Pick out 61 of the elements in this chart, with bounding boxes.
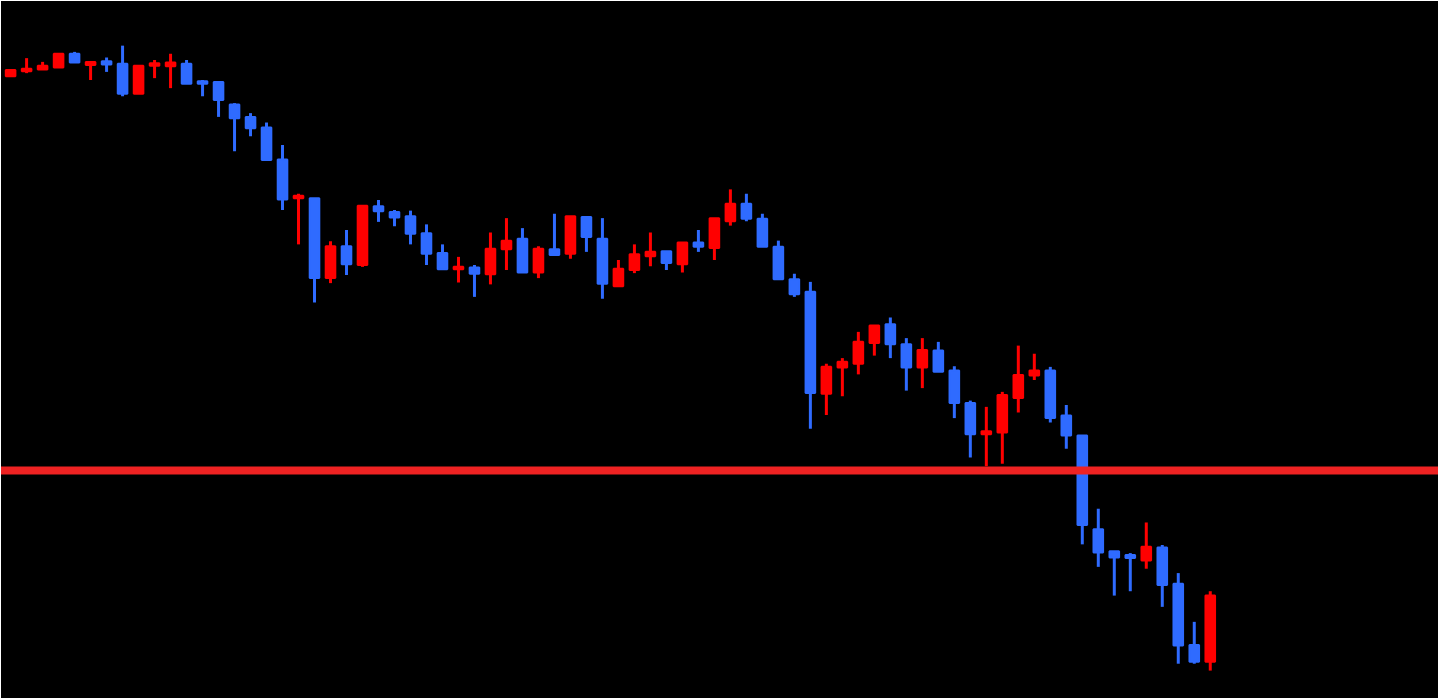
candlestick — [468, 263, 481, 299]
candlestick — [516, 226, 529, 274]
candlestick — [772, 239, 785, 281]
candlestick — [1044, 365, 1057, 424]
candlestick — [1156, 543, 1169, 609]
candlestick — [756, 212, 769, 249]
candlestick — [596, 216, 609, 301]
candlestick — [452, 255, 465, 284]
candlestick — [436, 242, 449, 271]
candlestick — [1028, 352, 1041, 382]
candlestick — [740, 192, 753, 223]
candlestick — [532, 244, 545, 280]
candlestick — [884, 315, 897, 360]
candlestick — [852, 330, 865, 376]
candlestick — [1188, 620, 1201, 666]
candlestick — [660, 249, 673, 272]
candlestick — [212, 80, 225, 119]
candlestick — [1012, 344, 1025, 414]
candlestick — [836, 356, 849, 398]
candlestick — [932, 340, 945, 374]
candlestick — [644, 231, 657, 268]
candlestick — [180, 58, 193, 86]
candlestick — [148, 58, 161, 80]
candlestick — [916, 336, 929, 390]
candlestick — [1092, 507, 1105, 569]
candlestick — [548, 212, 561, 257]
candlestick — [324, 239, 337, 285]
candlestick — [132, 64, 145, 95]
candlestick — [292, 192, 305, 246]
candlestick — [340, 228, 353, 277]
candlestick — [820, 362, 833, 417]
candlestick — [228, 101, 241, 153]
candlestick — [244, 111, 257, 138]
candlestick — [372, 198, 385, 224]
candlestick — [708, 216, 721, 262]
candlestick — [788, 272, 801, 299]
candlestick — [1060, 403, 1073, 451]
candlestick — [404, 209, 417, 246]
candlestick — [564, 214, 577, 261]
candlestick — [116, 44, 129, 98]
candlestick — [580, 215, 593, 254]
candlestick — [1140, 520, 1153, 571]
candlestick — [948, 364, 961, 420]
candlestick — [500, 216, 513, 272]
candlestick — [84, 60, 97, 82]
candlestick — [900, 336, 913, 393]
candlestick — [1124, 551, 1137, 593]
candlestick — [260, 121, 273, 162]
candlestick — [484, 231, 497, 286]
candlestick — [996, 390, 1009, 466]
candlestick — [612, 258, 625, 288]
candlestick — [692, 228, 705, 254]
candlestick — [724, 187, 737, 228]
candlestick — [628, 242, 641, 275]
candlestick — [420, 222, 433, 267]
candlestick — [868, 324, 881, 358]
candlestick — [980, 405, 993, 468]
candlestick — [276, 143, 289, 212]
candlestick — [1108, 549, 1121, 598]
candlestick — [964, 399, 977, 459]
candlestick — [676, 241, 689, 274]
